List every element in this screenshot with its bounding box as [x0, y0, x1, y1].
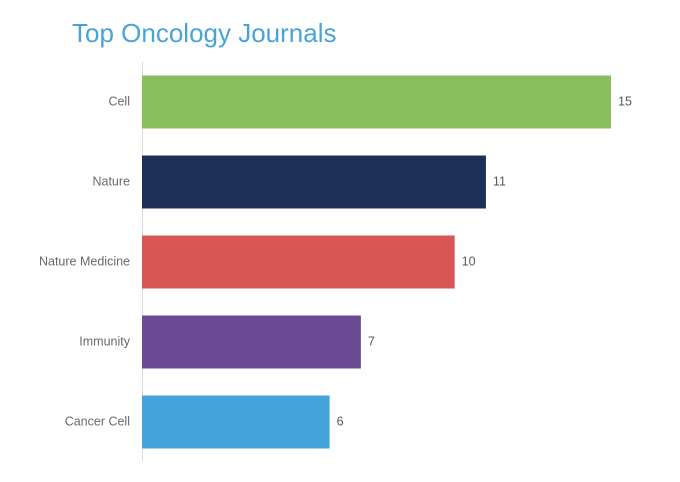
value-label-immunity: 7: [368, 334, 375, 348]
category-label-immunity: Immunity: [79, 334, 130, 348]
category-label-cancer-cell: Cancer Cell: [65, 414, 130, 428]
bar-nature: [142, 155, 486, 209]
value-label-nature-medicine: 10: [462, 254, 476, 268]
bar-nature-medicine: [142, 235, 455, 289]
chart-title: Top Oncology Journals: [72, 18, 337, 48]
category-label-cell: Cell: [108, 94, 130, 108]
bar-cancer-cell: [142, 395, 330, 449]
value-label-cancer-cell: 6: [337, 414, 344, 428]
value-label-nature: 11: [493, 174, 506, 188]
bar-cell: [142, 75, 611, 129]
bar-immunity: [142, 315, 361, 369]
category-label-nature: Nature: [92, 174, 130, 188]
category-label-nature-medicine: Nature Medicine: [39, 254, 130, 268]
value-label-cell: 15: [618, 94, 632, 108]
